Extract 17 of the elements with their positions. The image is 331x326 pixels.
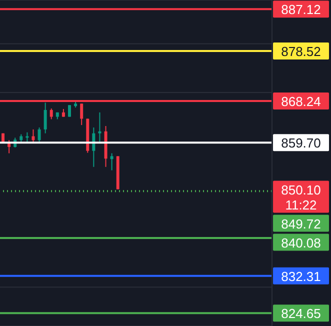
ref-line-label: 859.70 xyxy=(281,136,321,151)
ref-line-label: 824.65 xyxy=(281,306,321,322)
ref-line-label: 878.52 xyxy=(281,44,321,59)
text: 850.10 xyxy=(281,182,321,198)
ref-line-label: 832.31 xyxy=(281,268,321,284)
ref-line-label: 849.72 xyxy=(281,216,321,232)
candlestick xyxy=(110,152,114,171)
candlestick xyxy=(26,132,29,143)
candlestick xyxy=(44,102,47,134)
text: 11:22 xyxy=(285,197,317,212)
candlestick xyxy=(98,112,102,143)
candlestick xyxy=(32,128,35,144)
candlestick xyxy=(50,108,53,120)
ref-line-label: 887.12 xyxy=(281,2,321,18)
candlestick xyxy=(38,126,41,143)
ref-line-label: 868.24 xyxy=(281,94,321,110)
ref-line-label: 840.08 xyxy=(281,235,321,250)
